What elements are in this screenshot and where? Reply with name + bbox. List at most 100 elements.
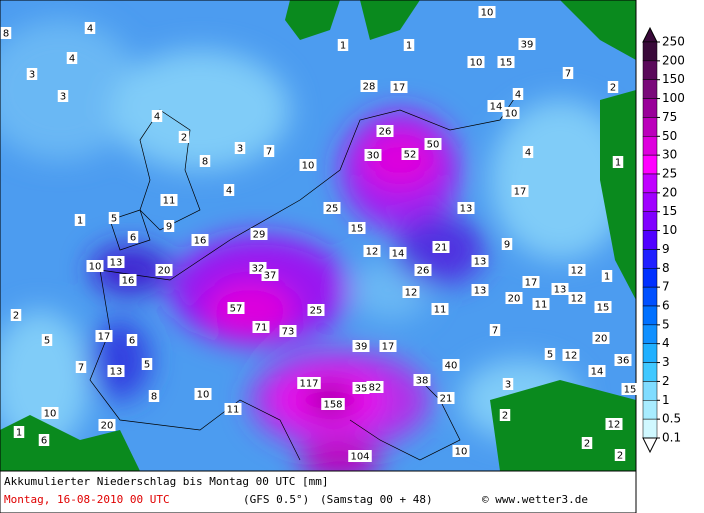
footer-run: (Samstag 00 + 48) xyxy=(320,493,433,506)
legend-swatch xyxy=(642,117,658,137)
map-label: 30 xyxy=(367,151,380,162)
legend-label: 0.1 xyxy=(662,431,681,445)
label-box xyxy=(471,255,489,267)
legend-swatch xyxy=(642,305,658,326)
map-label: 20 xyxy=(101,421,114,432)
map-label: 2 xyxy=(617,451,623,462)
map-label: 5 xyxy=(547,350,553,361)
map-label: 13 xyxy=(554,285,567,296)
map-label: 7 xyxy=(492,326,498,337)
label-box xyxy=(250,228,268,240)
map-label: 4 xyxy=(69,54,75,65)
map-label: 17 xyxy=(382,342,395,353)
label-box xyxy=(199,155,211,167)
footer-credit: © www.wetter3.de xyxy=(482,493,588,506)
legend-swatch xyxy=(642,154,658,175)
legend: 250 200 150 100 75 50 30 25 20 15 10 9 8 7 6 5 4 3 2 1 0.5 0.… xyxy=(642,26,685,454)
map-label: 15 xyxy=(597,303,610,314)
legend-swatch xyxy=(642,192,658,212)
map-label: 1 xyxy=(406,41,412,52)
footer-date: Montag, 16-08-2010 00 UTC xyxy=(4,493,170,506)
footer-box xyxy=(0,470,637,513)
label-box xyxy=(366,381,384,393)
map-label: 8 xyxy=(3,29,9,40)
map-label: 9 xyxy=(166,222,172,233)
map-label: 6 xyxy=(41,436,47,447)
label-box xyxy=(95,330,113,342)
label-box xyxy=(13,426,25,438)
land-areas xyxy=(0,0,636,471)
label-box xyxy=(605,418,623,430)
map-label: 1 xyxy=(615,158,621,169)
legend-label: 10 xyxy=(662,223,677,237)
map-label: 104 xyxy=(350,452,369,463)
label-box xyxy=(74,214,86,226)
label-box xyxy=(151,110,163,122)
label-box xyxy=(568,292,586,304)
legend-label: 25 xyxy=(662,167,677,181)
legend-label: 30 xyxy=(662,148,677,162)
map-label: 25 xyxy=(326,204,339,215)
label-box xyxy=(499,409,511,421)
legend-swatch xyxy=(642,400,658,420)
map-label: 2 xyxy=(502,411,508,422)
legend-label: 250 xyxy=(662,35,685,49)
label-box xyxy=(108,212,120,224)
legend-label: 5 xyxy=(662,317,670,331)
map-label: 2 xyxy=(584,439,590,450)
label-box xyxy=(41,334,53,346)
map-label: 6 xyxy=(129,336,135,347)
map-label: 6 xyxy=(130,233,136,244)
map-label: 12 xyxy=(571,266,584,277)
label-box xyxy=(224,403,242,415)
label-box xyxy=(522,276,540,288)
map-label: 17 xyxy=(393,83,406,94)
map-label: 3 xyxy=(505,380,511,391)
coastlines xyxy=(89,89,521,461)
map-label: 3 xyxy=(237,144,243,155)
label-box xyxy=(414,264,432,276)
map-label: 13 xyxy=(110,367,123,378)
map-label: 7 xyxy=(266,147,272,158)
map-label: 1 xyxy=(16,428,22,439)
label-box xyxy=(263,145,275,157)
legend-swatch xyxy=(642,418,658,439)
legend-label: 100 xyxy=(662,91,685,105)
legend-label: 2 xyxy=(662,374,670,388)
map-label: 10 xyxy=(455,447,468,458)
map-label: 15 xyxy=(500,58,513,69)
label-box xyxy=(501,238,513,250)
label-box xyxy=(390,81,408,93)
map-label: 13 xyxy=(474,286,487,297)
label-box xyxy=(148,390,160,402)
map-label: 4 xyxy=(226,186,232,197)
label-box xyxy=(562,67,574,79)
label-box xyxy=(352,340,370,352)
label-box xyxy=(424,138,442,150)
map-label: 4 xyxy=(515,90,521,101)
legend-label: 15 xyxy=(662,204,677,218)
label-box xyxy=(363,245,381,257)
map-label: 21 xyxy=(435,243,448,254)
label-box xyxy=(478,6,496,18)
map-label: 12 xyxy=(366,247,379,258)
label-box xyxy=(403,39,415,51)
map-label: 12 xyxy=(405,288,418,299)
label-box xyxy=(348,222,366,234)
label-box xyxy=(581,437,593,449)
label-box xyxy=(401,148,419,160)
map-label: 71 xyxy=(255,323,268,334)
label-box xyxy=(467,56,485,68)
footer-model: (GFS 0.5°) xyxy=(243,493,309,506)
label-box xyxy=(321,398,345,410)
map-label: 17 xyxy=(525,278,538,289)
label-box xyxy=(532,298,550,310)
map-label: 73 xyxy=(282,327,295,338)
label-box xyxy=(511,185,529,197)
label-box xyxy=(323,202,341,214)
legend-label: 7 xyxy=(662,280,670,294)
label-box xyxy=(497,56,515,68)
map-label: 25 xyxy=(310,306,323,317)
map-label: 20 xyxy=(595,334,608,345)
legend-swatch xyxy=(642,211,658,231)
